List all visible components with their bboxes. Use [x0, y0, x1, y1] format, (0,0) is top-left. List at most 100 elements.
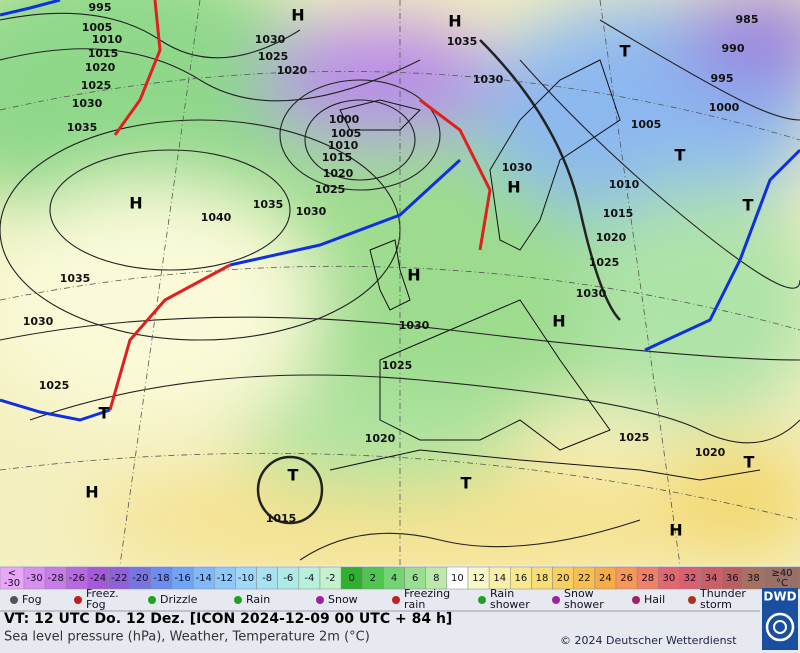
- isobar-label: 1000: [329, 113, 360, 126]
- grid-lines: [0, 0, 800, 565]
- colorbar-label: -6: [283, 573, 293, 584]
- cold-front: [644, 148, 800, 352]
- colorbar-label: -14: [196, 573, 212, 584]
- coastlines: [329, 59, 761, 481]
- map-labels: 9951005101010151020102510301035103010251…: [23, 1, 759, 540]
- pressure-system: H: [552, 312, 565, 331]
- isobar-label: 1025: [619, 431, 650, 444]
- valid-time: VT: 12 UTC Do. 12 Dez. [ICON 2024-12-09 …: [4, 611, 452, 627]
- isobar-label: 1015: [88, 47, 119, 60]
- legend-label: shower: [564, 598, 604, 611]
- colorbar-label: -4: [304, 573, 314, 584]
- legend-label: Fog: [22, 593, 42, 606]
- isobar-label: 1005: [331, 127, 362, 140]
- legend-icon: [10, 596, 18, 604]
- legend-icon: [234, 596, 242, 604]
- colorbar-label: 28: [641, 573, 654, 584]
- copyright: © 2024 Deutscher Wetterdienst: [560, 634, 737, 647]
- pressure-system: H: [407, 266, 420, 285]
- logo-swirl: [765, 612, 795, 642]
- map-area: 9951005101010151020102510301035103010251…: [0, 0, 800, 565]
- colorbar-label: -24: [90, 573, 106, 584]
- isobar-label: 1025: [39, 379, 70, 392]
- colorbar-label: 12: [472, 573, 485, 584]
- colorbar-label: <: [8, 568, 16, 579]
- isobar-label: 1020: [365, 432, 396, 445]
- warm-front: [108, 263, 231, 411]
- pressure-system: H: [448, 12, 461, 31]
- colorbar-label: 14: [493, 573, 506, 584]
- legend-label: Thunder: [699, 587, 746, 600]
- colorbar-label: 16: [514, 573, 527, 584]
- legend-label: Drizzle: [160, 593, 198, 606]
- isobar-label: 1005: [82, 21, 113, 34]
- pressure-system: H: [129, 194, 142, 213]
- colorbar-label: 10: [451, 573, 464, 584]
- cold-front: [0, 398, 111, 422]
- cold-front: [0, 0, 61, 17]
- isobar-label: 1015: [603, 207, 634, 220]
- isobar-label: 990: [722, 42, 745, 55]
- colorbar-label: 2: [370, 573, 376, 584]
- isobar-label: 995: [711, 72, 734, 85]
- isobar-label: 1030: [576, 287, 607, 300]
- logo-swirl: [773, 620, 787, 634]
- colorbar-label: 36: [726, 573, 739, 584]
- colorbar-label: 0: [349, 573, 355, 584]
- legend-icon: [148, 596, 156, 604]
- cold-front: [229, 158, 462, 267]
- colorbar-label: -28: [48, 573, 64, 584]
- isobar-label: 1010: [92, 33, 123, 46]
- legend-icon: [688, 596, 696, 604]
- colorbar-label: -8: [262, 573, 272, 584]
- legend-label: Rain: [246, 593, 270, 606]
- isobar-label: 1010: [609, 178, 640, 191]
- legend-label: Rain: [490, 587, 514, 600]
- isobar-label: 985: [736, 13, 759, 26]
- isobar-label: 1030: [255, 33, 286, 46]
- warm-front: [113, 0, 162, 136]
- isobar-label: 995: [89, 1, 112, 14]
- isobar-label: 1025: [258, 50, 289, 63]
- legend-icon: [552, 596, 560, 604]
- isobar-label: 1020: [85, 61, 116, 74]
- isobar-label: 1020: [277, 64, 308, 77]
- isobar-label: 1005: [631, 118, 662, 131]
- pressure-system: T: [675, 146, 686, 165]
- isobar-label: 1040: [201, 211, 232, 224]
- legend-label: Hail: [644, 593, 665, 606]
- colorbar: <-30 -30 -28 -26 -24 -22 -20 -18 -16 -14 -12 -10 -8-…: [0, 566, 800, 590]
- colorbar-label: -22: [111, 573, 127, 584]
- colorbar-label: -20: [132, 573, 148, 584]
- pressure-system: H: [669, 521, 682, 540]
- colorbar-label: 18: [536, 573, 549, 584]
- legend-label: Fog: [86, 598, 106, 611]
- pressure-system: T: [99, 404, 110, 423]
- warm-front: [419, 98, 492, 251]
- colorbar-label: -12: [217, 573, 233, 584]
- isobar-label: 1030: [473, 73, 504, 86]
- isobars: [0, 12, 800, 561]
- colorbar-label: -30: [26, 573, 42, 584]
- isobar-label: 1030: [72, 97, 103, 110]
- legend-label: Snow: [564, 587, 594, 600]
- isobar-label: 1025: [81, 79, 112, 92]
- isobar-label: 1020: [596, 231, 627, 244]
- isobar-label: 1020: [323, 167, 354, 180]
- isobar-label: 1035: [253, 198, 284, 211]
- dwd-logo-text: DWD: [763, 590, 796, 604]
- legend-icon: [316, 596, 324, 604]
- colorbar-label: 24: [599, 573, 612, 584]
- colorbar-label: -16: [174, 573, 190, 584]
- legend-icon: [632, 596, 640, 604]
- pressure-system: H: [85, 483, 98, 502]
- legend-label: rain: [404, 598, 425, 611]
- colorbar-label: 20: [557, 573, 570, 584]
- isobar-label: 1035: [447, 35, 478, 48]
- colorbar-label: °C: [776, 578, 788, 589]
- colorbar-label: 26: [620, 573, 633, 584]
- pressure-system: H: [291, 6, 304, 25]
- isobar-label: 1010: [328, 139, 359, 152]
